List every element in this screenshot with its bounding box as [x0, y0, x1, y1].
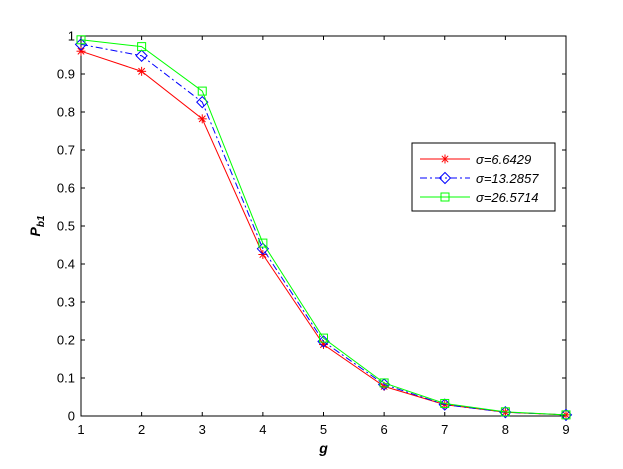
legend-marker: [438, 171, 452, 185]
y-tick-label: 0.9: [57, 67, 75, 82]
legend-label: σ=6.6429: [476, 152, 531, 167]
legend-marker: [440, 192, 450, 202]
y-tick-label: 0.7: [57, 143, 75, 158]
data-point: [379, 378, 389, 388]
legend-entry-2: σ=13.2857: [420, 171, 539, 186]
y-axis-label-main: P: [27, 227, 43, 237]
x-tick-label: 9: [562, 422, 569, 437]
legend: σ=6.6429 σ=13.2857 σ=26.5714: [411, 142, 556, 212]
y-tick-label: 0.1: [57, 371, 75, 386]
y-tick-label: 0.8: [57, 105, 75, 120]
y-tick-label: 0.3: [57, 295, 75, 310]
legend-label: σ=26.5714: [476, 190, 538, 205]
x-tick-label: 2: [138, 422, 145, 437]
data-point: [137, 42, 147, 52]
x-tick-label: 3: [199, 422, 206, 437]
y-axis-label-subscript: b1: [36, 215, 47, 227]
data-point: [440, 398, 450, 408]
data-point: [319, 333, 328, 343]
axis-ticks: 1 2 3 4 5 6 7 8 9 0 0.1 0.2 0.3 0.4 0.5 0.6 0.7 0.8 0.9 1: [57, 29, 570, 438]
legend-marker: [440, 154, 450, 164]
x-tick-label: 7: [441, 422, 448, 437]
series-layer: [74, 35, 573, 422]
series-line: [80, 39, 567, 416]
legend-label: σ=13.2857: [476, 171, 539, 186]
data-point: [137, 66, 147, 76]
plot-area: [80, 35, 567, 417]
legend-entry-1: σ=6.6429: [420, 152, 531, 167]
marker-stroke: [441, 155, 449, 163]
marker-stroke: [77, 47, 85, 55]
data-point: [197, 114, 207, 124]
data-point: [197, 86, 207, 96]
x-tick-label: 8: [502, 422, 509, 437]
series-line: [80, 43, 567, 416]
data-point: [561, 410, 571, 420]
y-axis-label: Pb1: [27, 215, 47, 236]
data-point: [258, 238, 268, 248]
data-point: [135, 49, 148, 62]
x-axis-label: g: [318, 440, 328, 456]
x-tick-label: 5: [320, 422, 327, 437]
y-tick-label: 0.4: [57, 257, 75, 272]
y-tick-label: 0: [68, 409, 75, 424]
data-point: [500, 407, 510, 417]
marker-stroke: [198, 115, 206, 123]
data-point: [76, 46, 86, 56]
series-3: [76, 35, 571, 420]
legend-entry-3: σ=26.5714: [420, 190, 538, 205]
data-point: [76, 35, 86, 45]
y-tick-label: 0.6: [57, 181, 75, 196]
x-tick-label: 1: [77, 422, 84, 437]
x-tick-label: 6: [381, 422, 388, 437]
y-tick-label: 0.2: [57, 333, 75, 348]
x-tick-label: 4: [259, 422, 266, 437]
marker-stroke: [138, 67, 146, 75]
y-tick-label: 0.5: [57, 219, 75, 234]
legend-box: [411, 142, 556, 212]
y-tick-label: 1: [68, 29, 75, 44]
